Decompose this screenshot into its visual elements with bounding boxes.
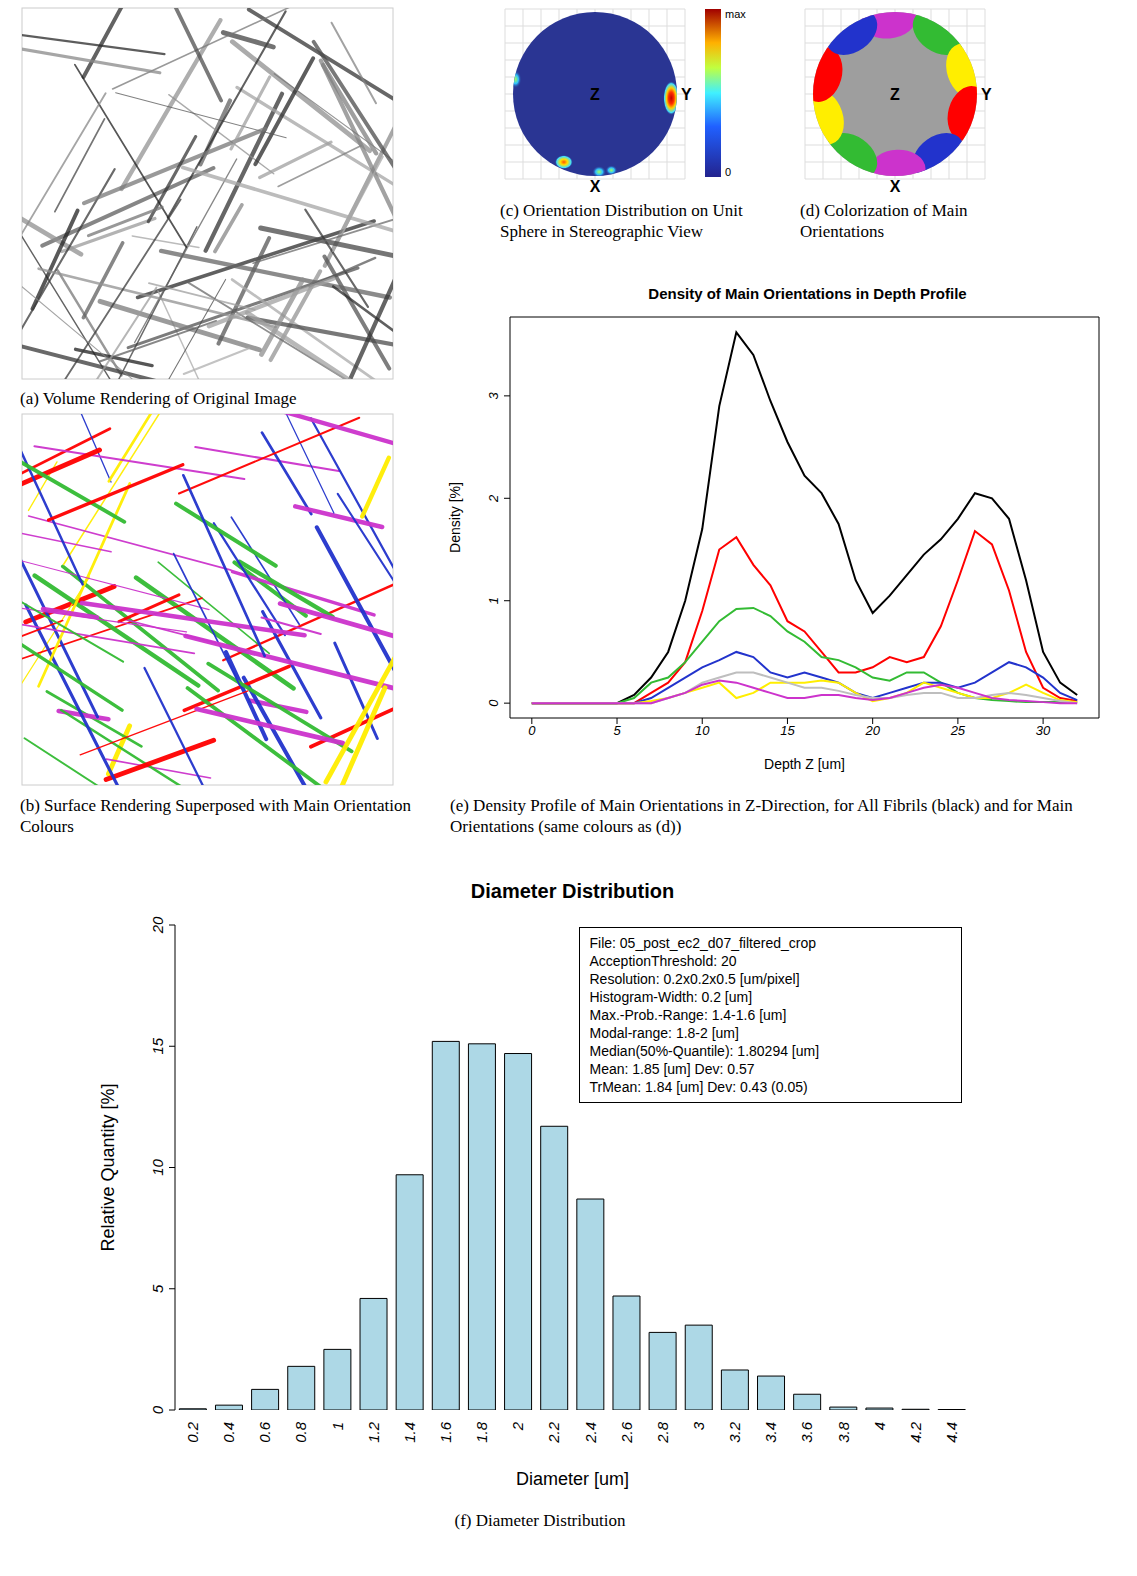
svg-text:1: 1 <box>486 597 501 604</box>
svg-text:2: 2 <box>509 1421 526 1431</box>
svg-text:10: 10 <box>695 723 710 738</box>
html-text:(e) Density Profile of Main Or: (e) Density Profile of Main Orientations… <box>450 796 1073 836</box>
svg-text:max: max <box>725 8 746 20</box>
html-text:(b) Surface Rendering Superpos: (b) Surface Rendering Superposed with Ma… <box>20 796 411 836</box>
svg-text:0: 0 <box>528 723 536 738</box>
svg-text:25: 25 <box>950 723 966 738</box>
svg-text:1.6: 1.6 <box>437 1421 454 1443</box>
svg-text:X: X <box>590 178 601 195</box>
svg-text:Z: Z <box>890 86 900 103</box>
svg-text:10: 10 <box>149 1159 166 1176</box>
svg-text:30: 30 <box>1036 723 1051 738</box>
svg-text:4.2: 4.2 <box>907 1421 924 1443</box>
html-text:Diameter Distribution: Diameter Distribution <box>470 880 675 902</box>
svg-text:15: 15 <box>780 723 795 738</box>
svg-text:Diameter [um]: Diameter [um] <box>516 1469 629 1489</box>
svg-text:20: 20 <box>864 723 880 738</box>
html-text:Modal-range: 1.8-2 [um]: Modal-range: 1.8-2 [um] <box>589 1025 739 1041</box>
svg-text:4: 4 <box>871 1422 888 1430</box>
html-text:(a) Volume Rendering of Origin: (a) Volume Rendering of Original Image <box>20 389 297 408</box>
svg-text:1.4: 1.4 <box>401 1422 418 1443</box>
svg-text:1.8: 1.8 <box>473 1421 490 1443</box>
svg-text:X: X <box>890 178 901 195</box>
svg-text:0.4: 0.4 <box>220 1422 237 1443</box>
svg-text:20: 20 <box>149 916 166 934</box>
svg-text:3: 3 <box>486 391 501 399</box>
svg-text:3: 3 <box>690 1421 707 1430</box>
html-text:(c) Orientation Distribution o: (c) Orientation Distribution on Unit Sph… <box>500 201 743 241</box>
svg-text:1.2: 1.2 <box>365 1421 382 1443</box>
svg-text:3.4: 3.4 <box>762 1422 779 1443</box>
svg-text:0: 0 <box>149 1405 166 1414</box>
html-text:Median(50%-Quantile): 1.80294: Median(50%-Quantile): 1.80294 [um] <box>589 1043 820 1059</box>
svg-text:Y: Y <box>681 86 692 103</box>
svg-text:0.8: 0.8 <box>292 1421 309 1443</box>
html-text:TrMean: 1.84 [um] Dev: 0.43 (0: TrMean: 1.84 [um] Dev: 0.43 (0.05) <box>589 1079 808 1095</box>
html-text:Resolution: 0.2x0.2x0.5 [um/pi: Resolution: 0.2x0.2x0.5 [um/pixel] <box>589 971 800 987</box>
svg-text:Depth Z [um]: Depth Z [um] <box>764 756 845 772</box>
svg-text:2.4: 2.4 <box>582 1422 599 1444</box>
svg-text:Relative Quantity [%]: Relative Quantity [%] <box>98 1083 118 1251</box>
svg-text:3.8: 3.8 <box>835 1421 852 1443</box>
svg-text:Z: Z <box>590 86 600 103</box>
svg-text:0: 0 <box>486 699 501 707</box>
svg-text:3.6: 3.6 <box>798 1421 815 1443</box>
svg-text:4.4: 4.4 <box>943 1422 960 1443</box>
svg-text:0.6: 0.6 <box>256 1421 273 1443</box>
html-text:Density of Main Orientations i: Density of Main Orientations in Depth Pr… <box>648 285 967 302</box>
svg-text:2.2: 2.2 <box>545 1421 562 1444</box>
html-text:File: 05_post_ec2_d07_filtered: File: 05_post_ec2_d07_filtered_crop <box>589 935 816 951</box>
svg-text:5: 5 <box>149 1284 166 1293</box>
svg-text:2.8: 2.8 <box>654 1421 671 1444</box>
html-text:Max.-Prob.-Range: 1.4-1.6 [um]: Max.-Prob.-Range: 1.4-1.6 [um] <box>589 1007 787 1023</box>
html-text:(d) Colorization of Main Orien: (d) Colorization of Main Orientations <box>800 201 968 241</box>
svg-text:1: 1 <box>329 1422 346 1430</box>
svg-text:5: 5 <box>613 723 621 738</box>
svg-text:3.2: 3.2 <box>726 1421 743 1443</box>
svg-text:Density [%]: Density [%] <box>447 482 463 553</box>
html-text:(f) Diameter Distribution: (f) Diameter Distribution <box>454 1511 626 1530</box>
svg-text:2: 2 <box>486 494 501 503</box>
html-text:Histogram-Width: 0.2 [um]: Histogram-Width: 0.2 [um] <box>589 989 753 1005</box>
svg-text:15: 15 <box>149 1037 166 1054</box>
html-text:Mean: 1.85 [um] Dev: 0.57: Mean: 1.85 [um] Dev: 0.57 <box>589 1061 755 1077</box>
svg-text:2.6: 2.6 <box>618 1421 635 1444</box>
html-text:AcceptionThreshold: 20: AcceptionThreshold: 20 <box>589 953 737 969</box>
svg-text:0: 0 <box>725 166 731 178</box>
svg-text:0.2: 0.2 <box>184 1421 201 1443</box>
svg-text:Y: Y <box>981 86 992 103</box>
